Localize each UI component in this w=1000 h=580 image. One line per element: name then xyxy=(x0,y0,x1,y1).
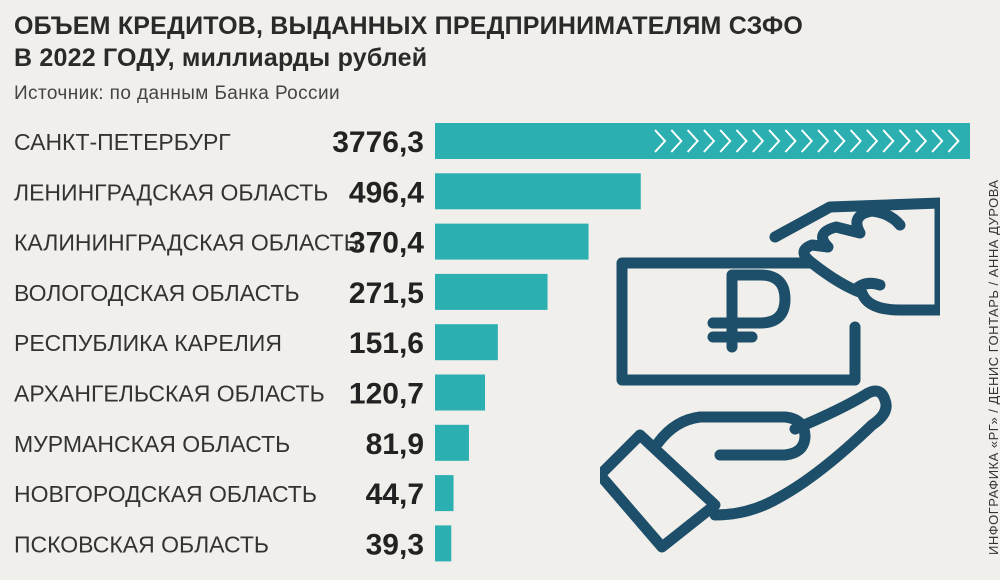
break-chevron xyxy=(719,129,732,153)
value-label: 271,5 xyxy=(349,277,424,310)
break-chevron xyxy=(735,129,748,153)
credit-line: ИНФОГРАФИКА «РГ» / ДЕНИС ГОНТАРЬ / АННА … xyxy=(986,179,1000,555)
bar xyxy=(435,324,498,361)
category-label: ПСКОВСКАЯ ОБЛАСТЬ xyxy=(14,531,269,557)
value-label: 496,4 xyxy=(349,176,424,209)
bar xyxy=(435,123,970,159)
value-label: 151,6 xyxy=(349,327,424,360)
illustration xyxy=(600,197,940,553)
title-line-1: ОБЪЕМ КРЕДИТОВ, ВЫДАННЫХ ПРЕДПРИНИМАТЕЛЯ… xyxy=(14,12,804,40)
break-chevron xyxy=(686,129,699,153)
hand-icon xyxy=(600,385,892,553)
title-line-2: В 2022 ГОДУ, миллиарды рублей xyxy=(14,44,428,72)
break-chevron xyxy=(768,129,781,153)
break-chevron xyxy=(670,129,683,153)
break-chevron xyxy=(833,129,846,153)
value-label: 39,3 xyxy=(366,528,424,561)
value-label: 120,7 xyxy=(349,378,424,411)
bar xyxy=(435,273,548,310)
bar xyxy=(435,475,454,512)
banknote-ruble-icon xyxy=(616,197,940,386)
bar xyxy=(435,374,486,411)
break-chevron xyxy=(817,129,830,153)
break-chevron xyxy=(866,129,879,153)
category-label: КАЛИНИНГРАДСКАЯ ОБЛАСТЬ xyxy=(14,230,359,256)
bar xyxy=(435,424,469,461)
category-label: РЕСПУБЛИКА КАРЕЛИЯ xyxy=(14,330,282,356)
break-chevron xyxy=(915,129,928,153)
source-note: Источник: по данным Банка России xyxy=(14,83,340,104)
category-label: ЛЕНИНГРАДСКАЯ ОБЛАСТЬ xyxy=(14,179,328,205)
break-chevron xyxy=(898,129,911,153)
break-chevron xyxy=(752,129,765,153)
break-chevron xyxy=(882,129,895,153)
value-label: 44,7 xyxy=(366,478,424,511)
break-chevron xyxy=(784,129,797,153)
value-label: 81,9 xyxy=(366,428,424,461)
break-chevron xyxy=(800,129,814,153)
break-chevron xyxy=(931,129,944,153)
value-label: 370,4 xyxy=(349,227,424,260)
category-label: МУРМАНСКАЯ ОБЛАСТЬ xyxy=(14,431,290,457)
value-label: 3776,3 xyxy=(332,126,424,159)
break-chevron xyxy=(849,129,862,153)
category-label: НОВГОРОДСКАЯ ОБЛАСТЬ xyxy=(14,481,317,507)
category-label: САНКТ-ПЕТЕРБУРГ xyxy=(14,129,231,155)
break-chevron xyxy=(947,129,960,153)
bar xyxy=(435,525,452,562)
break-chevron xyxy=(703,129,716,153)
category-label: ВОЛОГОДСКАЯ ОБЛАСТЬ xyxy=(14,280,300,306)
bar xyxy=(435,173,641,210)
axis-break-marker xyxy=(654,129,960,153)
chart-title: ОБЪЕМ КРЕДИТОВ, ВЫДАННЫХ ПРЕДПРИНИМАТЕЛЯ… xyxy=(14,10,934,74)
bar xyxy=(435,223,589,260)
break-chevron xyxy=(654,129,667,153)
category-label: АРХАНГЕЛЬСКАЯ ОБЛАСТЬ xyxy=(14,381,325,407)
